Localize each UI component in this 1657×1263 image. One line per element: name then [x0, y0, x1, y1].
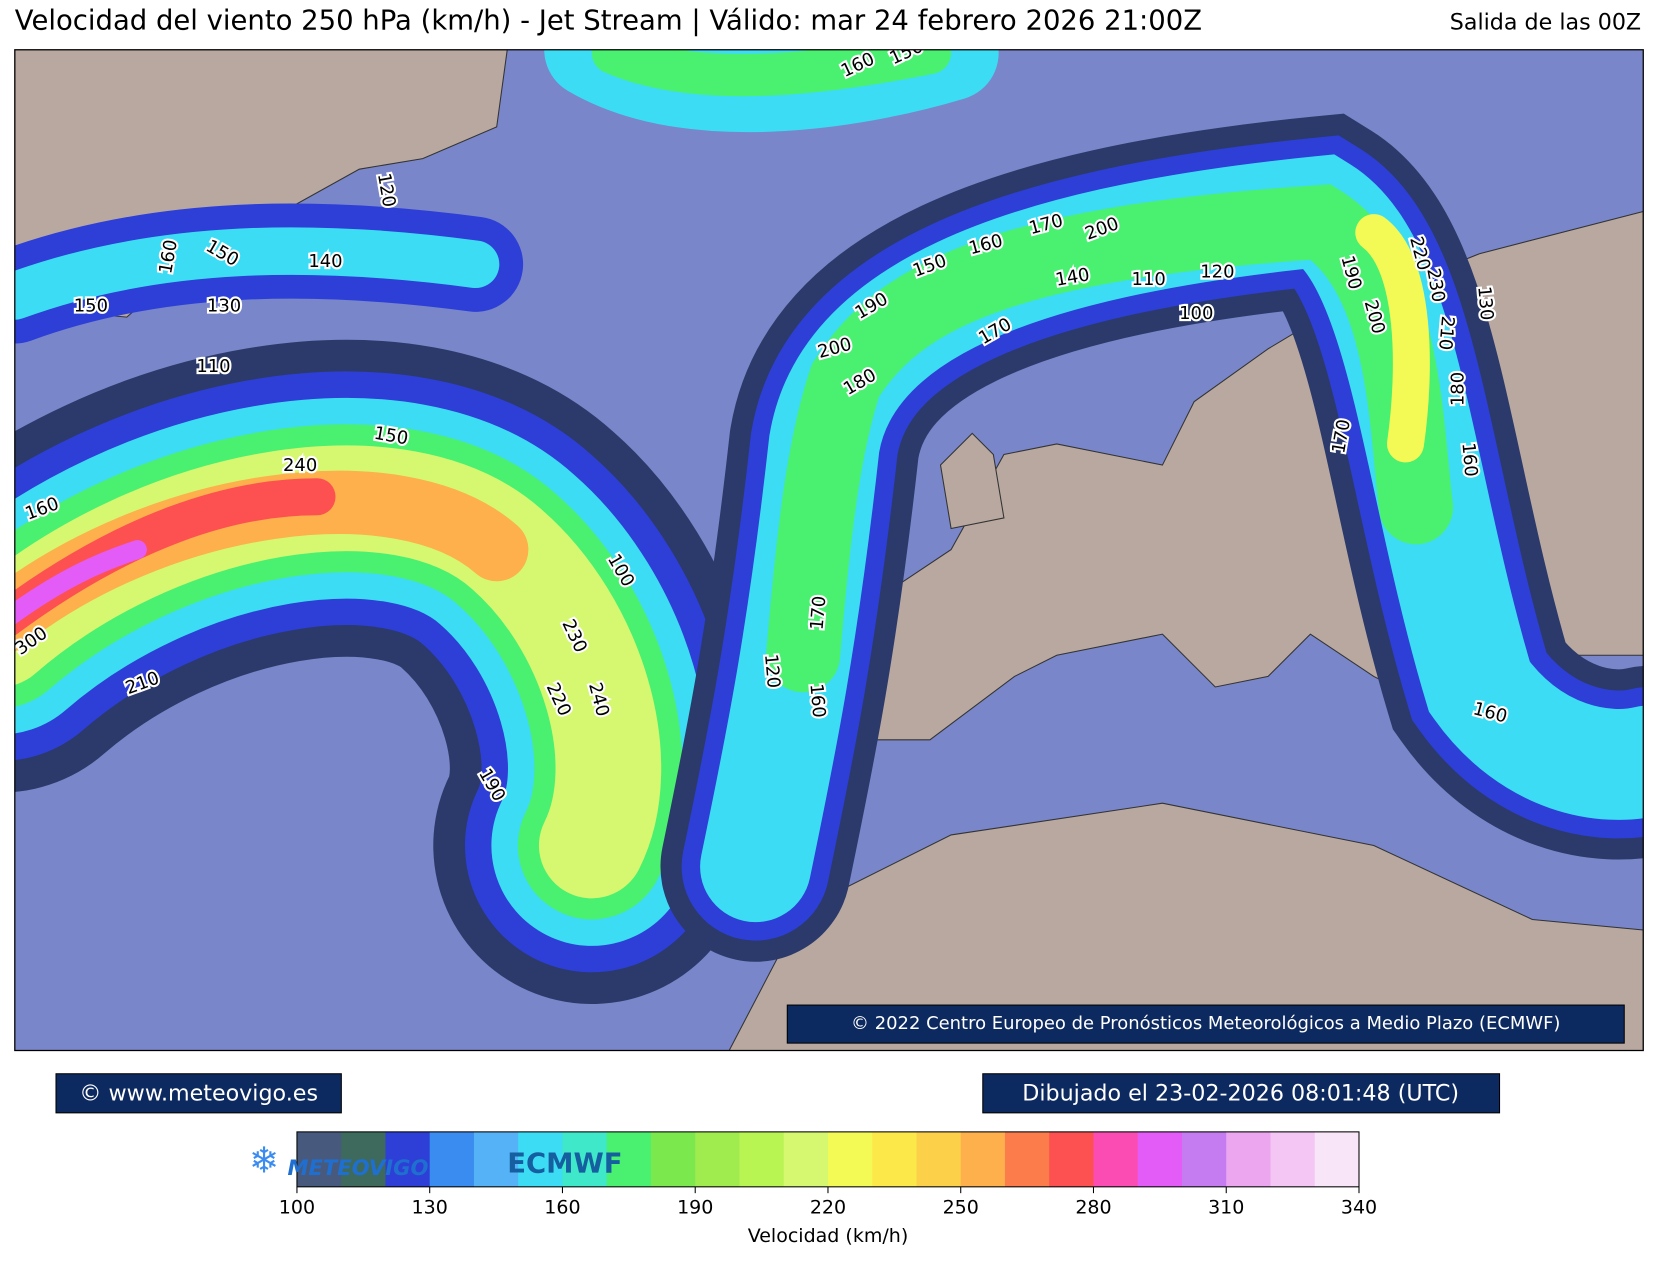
snowflake-icon: ❄	[249, 1141, 279, 1182]
colorbar-swatch	[385, 1131, 431, 1187]
colorbar-swatch	[429, 1131, 475, 1187]
colorbar-swatch	[606, 1131, 652, 1187]
colorbar-label: Velocidad (km/h)	[748, 1225, 909, 1247]
contour-label: 160	[805, 683, 829, 719]
colorbar-swatch	[562, 1131, 608, 1187]
colorbar-tick-label: 250	[943, 1196, 979, 1218]
contour-label: 120	[1200, 262, 1234, 283]
jet-band	[14, 540, 147, 625]
contour-label: 180	[1447, 372, 1468, 406]
jets	[14, 49, 1644, 1005]
britain	[939, 432, 1005, 530]
contour-label: 160	[1457, 442, 1481, 478]
contour-label: 230	[1422, 267, 1449, 304]
copyright: © 2022 Centro Europeo de Pronósticos Met…	[851, 1013, 1560, 1034]
africa	[728, 802, 1644, 1051]
colorbar-tick-label: 160	[544, 1196, 580, 1218]
colorbar-swatch	[473, 1131, 519, 1187]
colorbar-tick-label: 340	[1341, 1196, 1377, 1218]
colorbar-swatch	[1137, 1131, 1183, 1187]
greenland-jet	[14, 227, 500, 320]
copyright-box	[786, 1004, 1625, 1044]
jet-band	[1355, 214, 1430, 463]
colorbar-swatch	[650, 1131, 696, 1187]
europe-jet	[660, 113, 1644, 962]
contour-label: 210	[1434, 315, 1458, 351]
colorbar-tick-label: 310	[1208, 1196, 1244, 1218]
ecmwf-logo: ECMWF	[507, 1149, 622, 1180]
map: 160 150 120 160 150 140 150 130 110 150 …	[14, 49, 1644, 1051]
map-frame	[14, 49, 1644, 1052]
contour-label: 110	[1132, 269, 1166, 290]
title: Velocidad del viento 250 hPa (km/h) - Je…	[15, 6, 1202, 37]
contour-label: 170	[807, 595, 831, 631]
north-jet	[591, 49, 952, 97]
meteovigo-logo: METEOVIGO	[287, 1155, 428, 1180]
contour-label: 100	[1179, 303, 1213, 324]
site-box	[55, 1073, 342, 1114]
contour-label: 130	[1473, 285, 1497, 321]
contour-label: 110	[196, 356, 230, 377]
colorbar-swatch	[1314, 1131, 1360, 1187]
colorbar-swatch	[1049, 1131, 1095, 1187]
colorbar-swatch	[1004, 1131, 1050, 1187]
colorbar-swatch	[1093, 1131, 1139, 1187]
colorbar-swatch	[739, 1131, 785, 1187]
colorbar: 100 130 160 190 220 250 280 310 340 Velocidad (km…	[279, 1131, 1377, 1247]
colorbar-swatch	[783, 1131, 829, 1187]
colorbar-swatch	[827, 1131, 873, 1187]
contour-label: 140	[308, 251, 342, 272]
contour-label: 130	[207, 296, 241, 317]
contour-label: 150	[74, 296, 108, 317]
colorbar-swatch	[916, 1131, 962, 1187]
colorbar-tick-label: 100	[279, 1196, 315, 1218]
colorbar-swatch	[960, 1131, 1006, 1187]
colorbar-swatch	[1270, 1131, 1316, 1187]
colorbar-tick-label: 130	[412, 1196, 448, 1218]
colorbar-swatch	[1181, 1131, 1227, 1187]
colorbar-tick-label: 190	[677, 1196, 713, 1218]
colorbar-swatch	[296, 1131, 342, 1187]
colorbar-swatch	[872, 1131, 918, 1187]
colorbar-swatch	[1226, 1131, 1272, 1187]
drawn-label: Dibujado el 23-02-2026 08:01:48 (UTC)	[1022, 1080, 1459, 1106]
contour-label: 240	[283, 455, 317, 476]
colorbar-tick-label: 220	[810, 1196, 846, 1218]
colorbar-swatch	[341, 1131, 386, 1187]
contour-label: 120	[760, 653, 784, 689]
run-label: Salida de las 00Z	[1450, 10, 1641, 36]
colorbar-swatch	[695, 1131, 740, 1187]
colorbar-tick-label: 280	[1075, 1196, 1111, 1218]
colorbar-swatch	[518, 1131, 563, 1187]
site-label: © www.meteovigo.es	[79, 1080, 318, 1106]
drawn-box	[982, 1073, 1501, 1114]
atlantic-jet	[14, 339, 767, 1005]
